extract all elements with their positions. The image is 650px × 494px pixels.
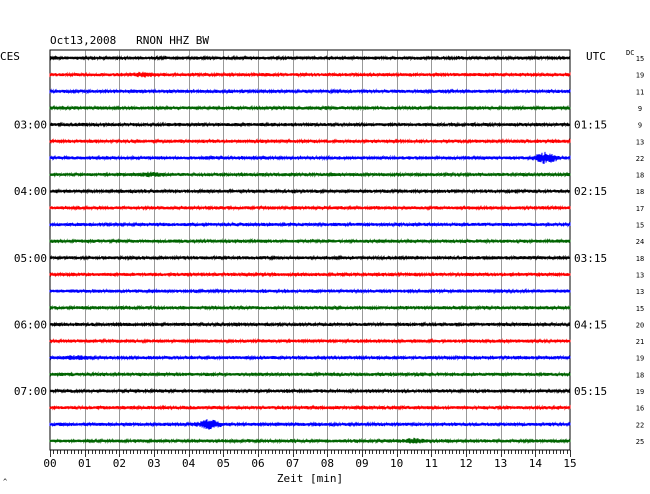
plot-frame — [49, 49, 571, 451]
dc-value: 22 — [636, 421, 644, 429]
x-tick-label: 00 — [43, 457, 56, 470]
right-time-label: 02:15 — [574, 185, 607, 198]
left-timezone-label: CES — [0, 50, 20, 63]
seismogram-trace — [49, 354, 571, 361]
x-tick-label: 08 — [321, 457, 334, 470]
x-tick-label: 07 — [286, 457, 299, 470]
right-time-label: 01:15 — [574, 119, 607, 132]
seismogram-trace — [49, 271, 571, 278]
x-tick-label: 03 — [147, 457, 160, 470]
seismogram-trace — [49, 304, 571, 311]
chart-title: Oct13,2008 RNON HHZ BW — [50, 34, 209, 47]
x-tick-label: 05 — [217, 457, 230, 470]
seismogram-trace — [49, 221, 571, 228]
dc-value: 19 — [636, 72, 644, 80]
dc-value: 18 — [636, 172, 644, 180]
seismogram-trace — [49, 254, 571, 261]
dc-value: 18 — [636, 255, 644, 263]
seismogram-trace — [49, 188, 571, 195]
dc-value: 21 — [636, 338, 644, 346]
dc-value: 15 — [636, 305, 644, 313]
seismogram-trace — [49, 88, 571, 95]
seismogram-trace — [49, 121, 571, 128]
x-tick-label: 06 — [251, 457, 264, 470]
seismogram-trace — [49, 404, 571, 411]
seismogram-trace — [49, 419, 571, 430]
seismogram-trace — [49, 104, 571, 112]
dc-value: 13 — [636, 288, 644, 296]
left-time-label: 06:00 — [14, 318, 47, 331]
dc-value: 9 — [638, 105, 642, 113]
dc-value: 19 — [636, 388, 644, 396]
left-time-label: 07:00 — [14, 385, 47, 398]
time-labels: 03:00 04:00 05:00 06:00 07:00 01:15 02:15 03:15… — [14, 55, 644, 446]
x-tick-label: 02 — [113, 457, 126, 470]
x-tick-label: 15 — [563, 457, 576, 470]
x-tick-label: 12 — [459, 457, 472, 470]
right-time-label: 03:15 — [574, 252, 607, 265]
seismogram-trace — [49, 151, 571, 165]
right-time-label: 05:15 — [574, 385, 607, 398]
corner-mark: ^ — [3, 478, 8, 486]
dc-value: 13 — [636, 271, 644, 279]
dc-value: 17 — [636, 205, 644, 213]
seismogram-trace — [49, 71, 571, 78]
x-tick-label: 11 — [425, 457, 438, 470]
dc-value: 18 — [636, 188, 644, 196]
x-tick-label: 14 — [529, 457, 543, 470]
seismogram-trace — [49, 287, 571, 295]
dc-value: 16 — [636, 405, 644, 413]
dc-value: 15 — [636, 55, 644, 63]
x-axis-label: Zeit [min] — [277, 472, 343, 485]
x-tick-label: 10 — [390, 457, 403, 470]
x-tick-label: 04 — [182, 457, 196, 470]
seismogram-trace — [49, 138, 571, 145]
seismogram-trace — [49, 171, 571, 178]
seismogram-trace — [49, 371, 571, 378]
dc-value: 13 — [636, 138, 644, 146]
x-tick-label: 13 — [494, 457, 507, 470]
seismogram-trace — [49, 204, 571, 212]
dc-value: 24 — [636, 238, 644, 246]
dc-value: 15 — [636, 222, 644, 230]
seismogram-trace — [49, 437, 571, 445]
right-timezone-label: UTC — [586, 50, 606, 63]
x-axis: 00 01 02 03 04 05 06 07 08 09 10 11 12 13 14 15 — [43, 450, 577, 470]
seismogram-trace — [49, 237, 571, 245]
seismogram-trace — [49, 321, 571, 328]
dc-value: 9 — [638, 122, 642, 130]
left-time-label: 04:00 — [14, 185, 47, 198]
x-tick-label: 01 — [78, 457, 91, 470]
left-time-label: 05:00 — [14, 252, 47, 265]
grid-layer — [49, 49, 571, 451]
dc-value: 11 — [636, 88, 644, 96]
dc-value: 19 — [636, 355, 644, 363]
x-tick-label: 09 — [355, 457, 368, 470]
dc-value: 22 — [636, 155, 644, 163]
seismogram-trace — [49, 387, 571, 395]
dc-header-label: DC — [626, 49, 635, 57]
left-time-label: 03:00 — [14, 119, 47, 132]
right-time-label: 04:15 — [574, 318, 607, 331]
dc-value: 18 — [636, 371, 644, 379]
seismogram-trace — [49, 337, 571, 345]
trace-layer — [49, 54, 571, 445]
dc-value: 25 — [636, 438, 644, 446]
seismogram-trace — [49, 54, 571, 62]
dc-value: 20 — [636, 321, 644, 329]
